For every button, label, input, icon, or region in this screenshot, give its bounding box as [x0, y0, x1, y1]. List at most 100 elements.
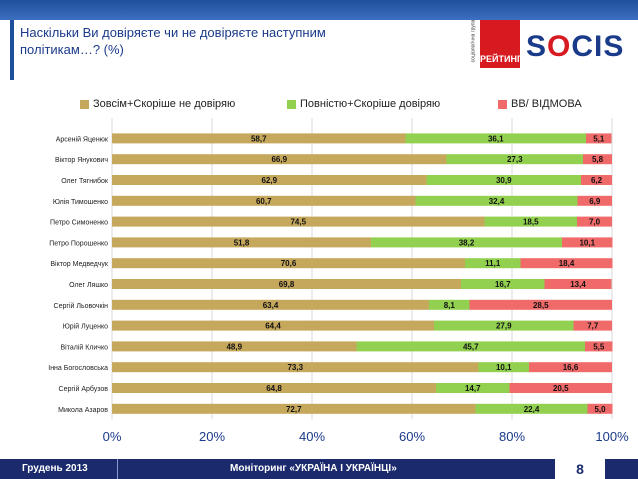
footer-monitoring: Моніторинг «УКРАЇНА І УКРАЇНЦІ»: [230, 463, 397, 474]
bar-distrust: [112, 279, 461, 289]
data-label-distrust: 72,7: [286, 405, 302, 414]
data-label-dk: 20,5: [553, 384, 569, 393]
bar-distrust: [112, 237, 371, 248]
category-label: Юлія Тимошенко: [53, 198, 108, 206]
data-label-distrust: 69,8: [279, 280, 295, 289]
trust-bar-chart: Арсеній Яценюк 58,7 36,1 5,1 Віктор Янукович…: [48, 118, 629, 444]
legend-label-distrust: Зовсім+Скоріше не довіряю: [93, 98, 236, 110]
data-label-trust: 32,4: [489, 197, 505, 206]
bar-dk: [529, 362, 612, 373]
x-tick-label: 100%: [595, 429, 629, 444]
title-accent-stripe: [10, 20, 14, 80]
category-label: Віктор Медведчук: [50, 260, 109, 268]
bar-trust: [465, 258, 521, 269]
data-label-dk: 28,5: [533, 301, 549, 310]
legend-swatch-dk: [498, 99, 507, 109]
data-label-dk: 6,2: [591, 176, 603, 185]
bar-distrust: [112, 362, 479, 373]
category-label: Віктор Янукович: [55, 156, 108, 164]
rating-logo-caption: соціологічна група: [470, 19, 477, 63]
data-label-dk: 5,1: [593, 134, 605, 143]
data-label-distrust: 74,5: [290, 218, 306, 227]
bar-distrust: [112, 216, 485, 227]
bar-dk: [586, 133, 612, 144]
category-label: Олег Ляшко: [69, 282, 108, 289]
data-label-distrust: 64,8: [266, 384, 282, 393]
bar-dk: [509, 383, 612, 393]
bar-trust: [426, 175, 581, 185]
category-label: Інна Богословська: [48, 365, 108, 372]
rating-logo: соціологічна група РЕЙТИНГ: [470, 19, 523, 68]
data-label-trust: 45,7: [463, 342, 479, 351]
data-label-trust: 11,1: [485, 259, 501, 268]
bar-trust: [461, 279, 545, 289]
legend-item-dk: ВВ/ ВІДМОВА: [498, 98, 582, 110]
data-label-trust: 27,9: [496, 322, 512, 331]
bar-trust: [371, 237, 562, 248]
bar-trust: [484, 216, 577, 227]
data-label-dk: 18,4: [559, 259, 575, 268]
x-tick-label: 20%: [199, 429, 225, 444]
data-label-trust: 38,2: [459, 238, 475, 247]
bar-distrust: [112, 320, 434, 331]
socis-logo: SOCIS: [526, 30, 625, 63]
data-label-trust: 14,7: [465, 384, 481, 393]
bar-trust: [475, 403, 588, 414]
bar-dk: [583, 154, 612, 165]
bar-dk: [585, 341, 613, 352]
data-label-distrust: 62,9: [261, 176, 277, 185]
data-label-trust: 30,9: [496, 176, 512, 185]
bar-distrust: [112, 258, 465, 269]
category-label: Сергій Арбузов: [59, 385, 109, 393]
bar-dk: [581, 175, 612, 185]
bar-trust: [478, 362, 529, 373]
data-label-distrust: 64,4: [265, 322, 281, 331]
data-label-distrust: 51,8: [234, 238, 250, 247]
data-label-dk: 5,0: [594, 405, 606, 414]
category-label: Микола Азаров: [58, 407, 108, 414]
bar-trust: [446, 154, 583, 165]
data-label-trust: 22,4: [524, 405, 540, 414]
data-label-distrust: 58,7: [251, 134, 267, 143]
data-label-dk: 5,5: [593, 342, 605, 351]
data-label-trust: 27,3: [507, 155, 523, 164]
bar-distrust: [112, 299, 429, 310]
category-label: Арсеній Яценюк: [56, 135, 109, 143]
legend-item-trust: Повністю+Скоріше довіряю: [287, 98, 440, 110]
data-label-distrust: 63,4: [263, 301, 279, 310]
data-label-dk: 16,6: [563, 363, 579, 372]
bar-distrust: [112, 341, 357, 352]
category-label: Петро Порошенко: [49, 240, 108, 247]
x-tick-label: 40%: [299, 429, 325, 444]
legend-swatch-distrust: [80, 99, 89, 109]
footer-date: Грудень 2013: [22, 463, 88, 474]
category-label: Віталій Кличко: [61, 343, 109, 351]
legend-label-dk: ВВ/ ВІДМОВА: [511, 98, 582, 110]
data-label-dk: 7,0: [589, 218, 601, 227]
bar-trust: [405, 133, 586, 144]
data-label-trust: 10,1: [496, 363, 512, 372]
bar-dk: [544, 279, 612, 289]
data-label-distrust: 70,6: [281, 259, 297, 268]
bar-dk: [469, 299, 612, 310]
x-tick-label: 60%: [399, 429, 425, 444]
rating-logo-label: РЕЙТИНГ: [480, 54, 523, 64]
page-number: 8: [555, 459, 605, 479]
bar-dk: [562, 237, 613, 248]
data-label-distrust: 73,3: [287, 363, 303, 372]
category-label: Сергій Льовочкін: [54, 302, 109, 310]
x-tick-label: 80%: [499, 429, 525, 444]
category-label: Юрій Луценко: [63, 323, 108, 331]
data-label-dk: 10,1: [579, 238, 595, 247]
legend-swatch-trust: [287, 99, 296, 109]
bar-dk: [577, 216, 612, 227]
data-label-dk: 5,8: [592, 155, 604, 164]
x-tick-label: 0%: [103, 429, 122, 444]
data-label-distrust: 66,9: [271, 155, 287, 164]
bar-distrust: [112, 154, 447, 165]
bar-trust: [415, 195, 578, 206]
bar-trust: [429, 299, 470, 310]
bar-dk: [587, 403, 613, 414]
bar-distrust: [112, 133, 406, 144]
data-label-dk: 7,7: [587, 322, 599, 331]
